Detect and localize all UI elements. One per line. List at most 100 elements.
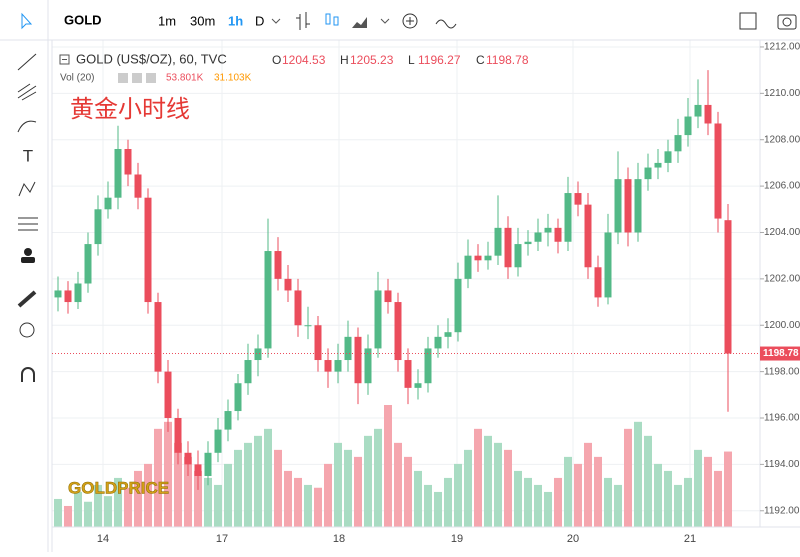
volume-bar	[134, 470, 142, 527]
candle-body	[584, 204, 592, 268]
volume-bar	[494, 442, 502, 527]
volume-bar	[464, 449, 472, 527]
volume-bar	[124, 487, 132, 527]
bars-icon[interactable]	[296, 12, 310, 30]
candle-body	[64, 290, 72, 303]
candle-body	[674, 135, 682, 152]
fullscreen-icon[interactable]	[739, 12, 757, 30]
interval[interactable]: 1h	[228, 13, 243, 28]
candle-body	[644, 167, 652, 180]
x-tick-label: 14	[97, 533, 109, 545]
volume-bar	[384, 405, 392, 527]
volume-bar	[674, 484, 682, 527]
fib-tool[interactable]	[17, 83, 37, 101]
area-icon[interactable]	[352, 17, 367, 28]
volume-bar	[374, 428, 382, 527]
ohlc-value: 1198.78	[486, 53, 529, 67]
interval[interactable]: D	[255, 13, 264, 28]
user-tool[interactable]	[24, 248, 32, 256]
volume-bar	[324, 463, 332, 527]
volume-bar	[284, 470, 292, 527]
volume-bar	[104, 496, 112, 527]
candle-body	[74, 283, 82, 303]
candle-body	[524, 241, 532, 245]
volume-bar	[214, 484, 222, 527]
text-tool[interactable]: T	[23, 146, 33, 165]
candle-body	[264, 251, 272, 349]
candle-body	[454, 278, 462, 333]
symbol[interactable]: GOLD	[64, 12, 102, 27]
legend-button[interactable]	[146, 73, 156, 83]
brush-tool[interactable]	[17, 120, 37, 133]
dropdown-icon[interactable]	[271, 18, 281, 24]
pattern-tool[interactable]	[18, 181, 36, 197]
volume-bar	[564, 456, 572, 527]
volume-bar	[534, 484, 542, 527]
dropdown-icon[interactable]	[380, 18, 390, 24]
volume-title: Vol (20)	[60, 73, 94, 84]
watermark: GOLDPRICE	[68, 478, 169, 497]
volume-bar	[604, 477, 612, 527]
candle-body	[704, 104, 712, 124]
candle-body	[424, 348, 432, 384]
ohlc-key: O	[272, 53, 281, 67]
candle-body	[114, 148, 122, 198]
candle-body	[234, 383, 242, 412]
candle-body	[614, 179, 622, 233]
candle-body	[444, 332, 452, 337]
candle-body	[154, 302, 162, 372]
prediction-tool[interactable]	[18, 217, 38, 231]
legend-button[interactable]	[118, 73, 128, 83]
candle-body	[354, 336, 362, 384]
candle-body	[244, 360, 252, 384]
candle-body	[304, 325, 312, 327]
candle-body	[334, 360, 342, 372]
chart-title: GOLD (US$/OZ), 60, TVC	[76, 51, 227, 66]
volume-bar	[154, 428, 162, 527]
magnet-tool[interactable]	[21, 367, 35, 382]
y-tick-label: 1194.00	[764, 459, 800, 470]
volume-bar	[314, 487, 322, 527]
y-tick-label: 1210.00	[764, 88, 800, 99]
volume-bar	[544, 491, 552, 527]
snapshot-icon[interactable]	[777, 14, 797, 30]
candle-body	[274, 251, 282, 279]
candle-body	[694, 104, 702, 117]
candle-icon[interactable]	[325, 13, 331, 25]
add-icon[interactable]	[402, 13, 418, 29]
candle-body	[574, 193, 582, 205]
candle-body	[514, 244, 522, 268]
candle-body	[464, 255, 472, 279]
cursor-tool[interactable]	[21, 12, 33, 30]
volume-bar	[704, 456, 712, 527]
zoom-tool[interactable]	[19, 322, 35, 338]
volume-bar	[684, 477, 692, 527]
candle-body	[554, 227, 562, 242]
line-tool[interactable]	[17, 53, 37, 71]
volume-bar	[414, 470, 422, 527]
volume-bar	[344, 449, 352, 527]
candle-body	[204, 452, 212, 476]
volume-ma: 31.103K	[214, 73, 252, 84]
legend-button[interactable]	[132, 73, 142, 83]
compare-icon[interactable]	[435, 19, 457, 29]
candle-body	[224, 411, 232, 430]
volume-bar	[114, 477, 122, 527]
volume-bar	[304, 484, 312, 527]
interval[interactable]: 30m	[190, 13, 215, 28]
candle-body	[724, 220, 732, 354]
candles	[54, 70, 732, 490]
y-tick-label: 1208.00	[764, 134, 800, 145]
candle-body	[194, 464, 202, 476]
volume-bar	[394, 442, 402, 527]
ruler-tool[interactable]	[17, 290, 37, 308]
interval[interactable]: 1m	[158, 13, 176, 28]
volume-bar	[64, 505, 72, 527]
candle-body	[414, 383, 422, 388]
volume-bar	[294, 477, 302, 527]
volume-bar	[644, 435, 652, 527]
collapse-icon[interactable]	[59, 54, 70, 65]
volume-bar	[514, 470, 522, 527]
candle-icon	[333, 16, 339, 26]
y-tick-label: 1202.00	[764, 274, 800, 285]
